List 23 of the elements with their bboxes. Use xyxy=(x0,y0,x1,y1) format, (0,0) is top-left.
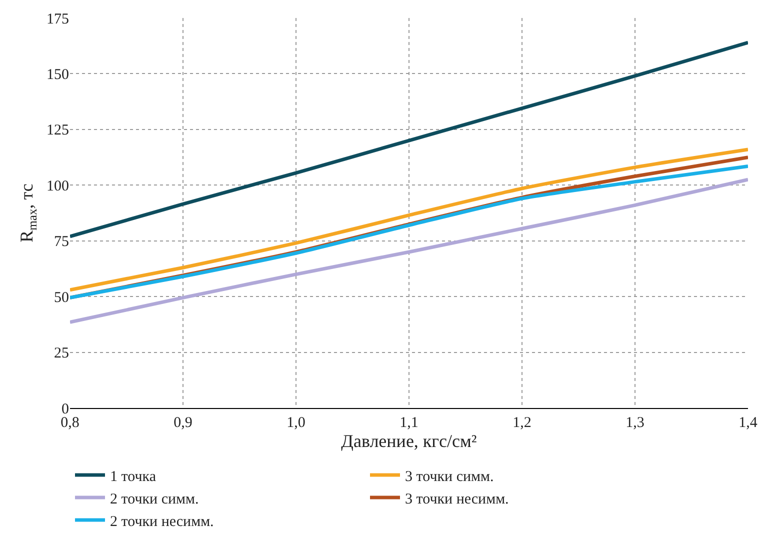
y-tick-label: 150 xyxy=(46,66,69,83)
y-tick-label: 125 xyxy=(46,122,69,139)
x-tick-label: 0,9 xyxy=(174,415,192,431)
legend-label: 2 точки симм. xyxy=(110,491,199,508)
x-tick-label: 1,1 xyxy=(400,415,418,431)
x-tick-label: 1,4 xyxy=(738,415,758,431)
y-tick-label: 175 xyxy=(46,11,69,28)
line-series xyxy=(70,178,748,324)
x-tick-label: 0,8 xyxy=(60,415,80,431)
x-axis-title: Давление, кгс/см² xyxy=(341,431,477,452)
legend-label: 3 точки несимм. xyxy=(405,491,509,508)
y-tick-label: 25 xyxy=(54,346,69,362)
legend-label: 2 точки несимм. xyxy=(110,514,214,530)
y-tick-label: 0 xyxy=(62,401,69,418)
x-tick-label: 1,3 xyxy=(626,415,644,431)
y-tick-label: 50 xyxy=(54,290,69,306)
y-tick-label: 100 xyxy=(46,178,69,194)
x-tick-label: 1,0 xyxy=(286,415,306,431)
legend-label: 3 точки симм. xyxy=(405,468,494,485)
x-tick-label: 1,2 xyxy=(512,415,532,431)
line-series xyxy=(70,40,748,238)
legend-label: 1 точка xyxy=(110,468,156,485)
y-tick-label: 75 xyxy=(54,234,69,250)
